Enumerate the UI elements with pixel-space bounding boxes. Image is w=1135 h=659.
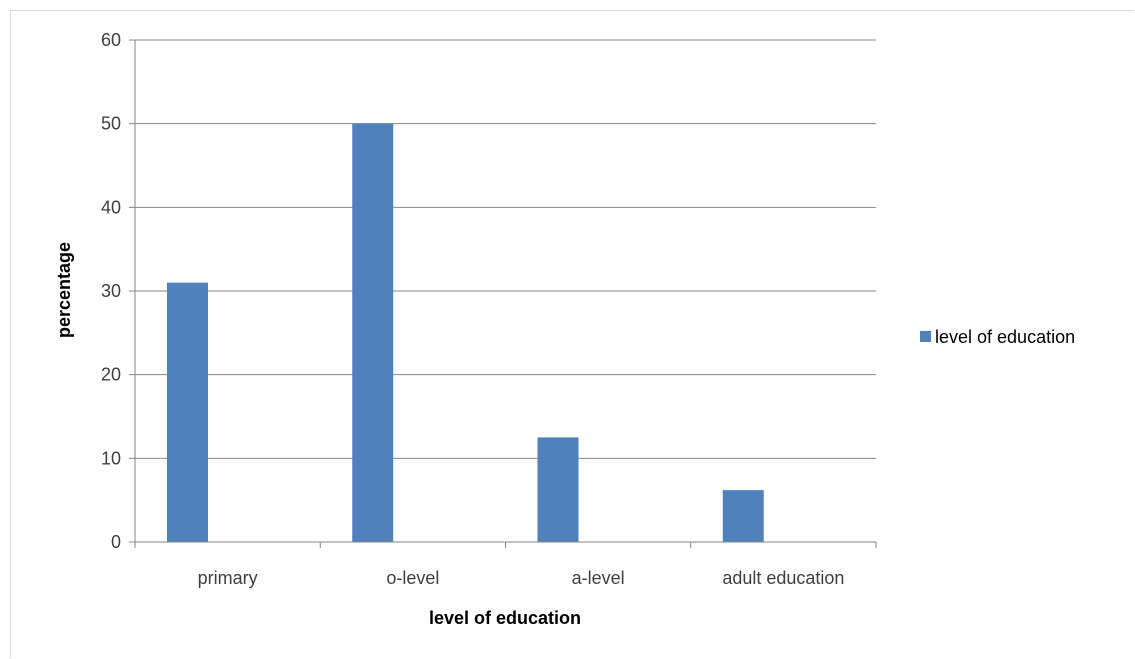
bar	[722, 490, 764, 542]
bar	[352, 123, 394, 543]
x-tick-label: a-level	[572, 568, 625, 588]
x-tick-label: adult education	[722, 568, 844, 588]
bars	[167, 123, 764, 543]
y-tick-label: 30	[101, 281, 121, 301]
y-tick-label: 20	[101, 365, 121, 385]
y-tick-label: 50	[101, 114, 121, 134]
gridlines	[135, 39, 876, 459]
y-axis-title: percentage	[54, 242, 74, 338]
y-tick-label: 40	[101, 197, 121, 217]
axes	[134, 40, 877, 548]
x-tick-labels: primary o-level a-level adult education	[198, 568, 845, 588]
x-tick-label: primary	[198, 568, 258, 588]
legend-swatch	[920, 331, 931, 342]
legend: level of education	[920, 327, 1075, 347]
y-tick-label: 10	[101, 448, 121, 468]
y-tick-label: 0	[111, 532, 121, 552]
y-tick-label: 60	[101, 30, 121, 50]
x-tick-label: o-level	[386, 568, 439, 588]
bar	[167, 282, 208, 542]
bar	[537, 437, 579, 542]
legend-label: level of education	[935, 327, 1075, 347]
y-tick-labels: 0 10 20 30 40 50 60	[101, 30, 135, 552]
chart-area	[10, 10, 1134, 658]
x-axis-title: level of education	[429, 608, 581, 628]
